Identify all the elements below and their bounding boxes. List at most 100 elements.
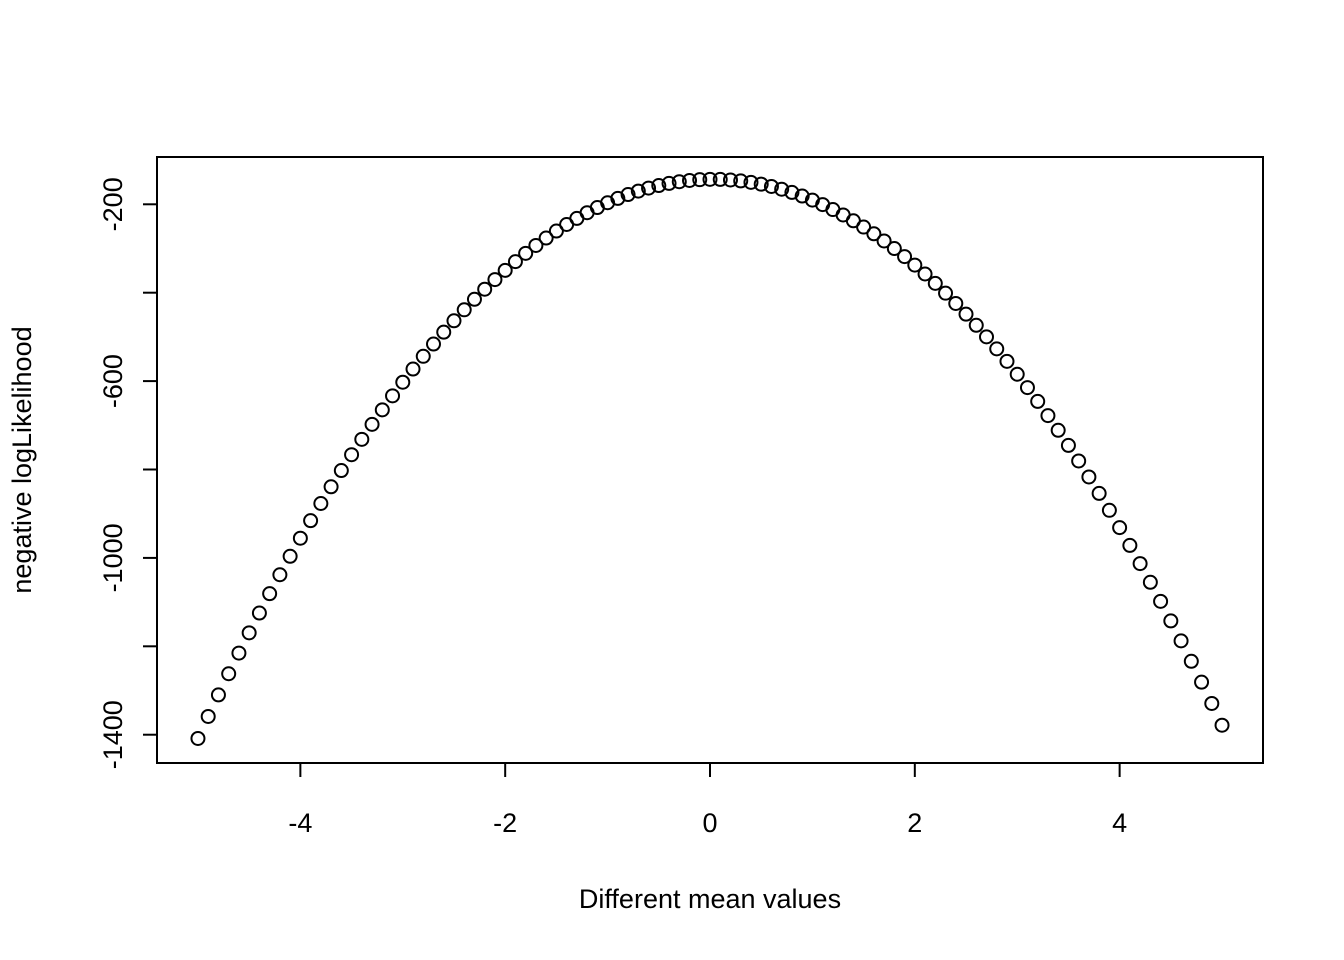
point [1112,520,1128,536]
point [1091,485,1107,501]
point [927,275,943,291]
y-axis-label: negative logLikelihood [7,326,37,593]
point [231,645,247,661]
point [528,237,544,253]
point [897,249,913,265]
point [518,245,534,261]
point [1183,653,1199,669]
point [415,348,431,364]
point [1040,408,1056,424]
point [753,176,769,192]
point [886,241,902,257]
point [303,513,319,529]
x-axis-label: Different mean values [579,884,841,914]
point [282,548,298,564]
point [958,306,974,322]
point [374,402,390,418]
point [1194,674,1210,690]
point [1101,502,1117,518]
point [446,313,462,329]
x-tick-label: 0 [702,808,717,838]
point [1153,593,1169,609]
point [344,447,360,463]
point [262,586,278,602]
point [1030,393,1046,409]
point [702,171,718,187]
point [507,254,523,270]
point [671,174,687,190]
point [999,353,1015,369]
point [395,374,411,390]
point [436,324,452,340]
point [405,361,421,377]
point [364,416,380,432]
point [1214,717,1230,733]
point [313,495,329,511]
point [743,174,759,190]
point [333,463,349,479]
point [1071,453,1087,469]
point [1050,422,1066,438]
point [692,172,708,188]
point [938,285,954,301]
point [1060,437,1076,453]
point [292,530,308,546]
x-tick-label: 4 [1112,808,1127,838]
point [497,262,513,278]
point [548,223,564,239]
point [641,180,657,196]
point [630,183,646,199]
point [1163,613,1179,629]
point [1132,556,1148,572]
point [241,625,257,641]
point [712,171,728,187]
point [948,295,964,311]
point [682,172,698,188]
y-tick-label: -600 [98,354,128,408]
x-tick-label: -4 [288,808,312,838]
point [1019,380,1035,396]
point [784,184,800,200]
point [200,708,216,724]
point [477,281,493,297]
point [354,431,370,447]
point [456,302,472,318]
point [620,187,636,203]
point [661,175,677,191]
point [866,226,882,242]
point [733,173,749,189]
point [968,317,984,333]
point [856,219,872,235]
point [1009,366,1025,382]
point [1122,537,1138,553]
point [979,329,994,345]
point [538,230,554,246]
point [876,233,892,249]
point [385,388,401,404]
point [1173,633,1189,649]
y-tick-label: -1400 [98,700,128,769]
point [251,605,267,621]
point [221,666,237,682]
point [210,687,226,703]
point [774,181,790,197]
point [610,190,626,206]
x-tick-label: 2 [907,808,922,838]
point [989,341,1005,357]
x-tick-label: -2 [493,808,517,838]
point [190,730,206,746]
plot-frame [156,156,1264,764]
point [272,567,288,583]
point [426,336,441,352]
point [466,291,482,307]
y-tick-label: -200 [98,177,128,231]
point [323,479,339,495]
point [651,178,667,194]
point [722,172,738,188]
y-tick-label: -1000 [98,523,128,592]
point [1081,469,1097,485]
point [907,257,923,273]
point [917,266,933,282]
point [1142,574,1158,590]
